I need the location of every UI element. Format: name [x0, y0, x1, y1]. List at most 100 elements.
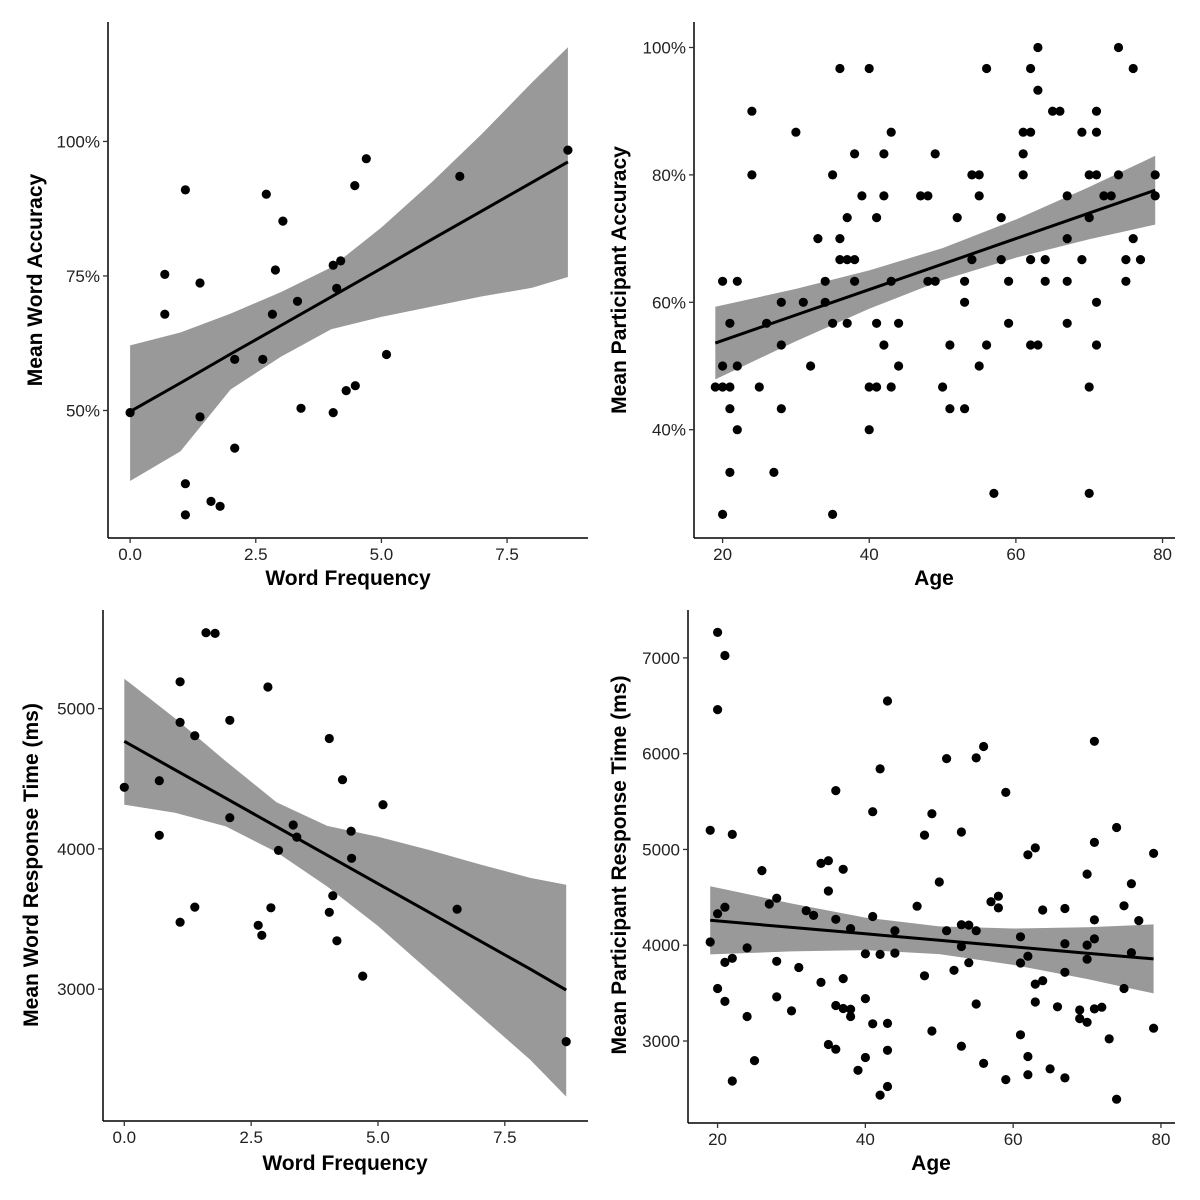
panel4-data-point — [1052, 1002, 1063, 1012]
panel4-data-point — [934, 877, 944, 887]
panel4-data-point — [831, 1000, 841, 1011]
panel1-data-point — [180, 185, 190, 195]
panel2-data-point — [776, 340, 786, 350]
panel4-data-point — [1015, 932, 1026, 942]
panel2-data-point — [857, 191, 867, 201]
panel2-data-point — [967, 255, 977, 265]
panel2-data-point — [1048, 106, 1058, 116]
panel4-data-point — [720, 902, 730, 912]
panel4-data-point — [1082, 869, 1092, 879]
panel3-x-tick-label: 2.5 — [239, 1128, 263, 1147]
panel3-data-point — [201, 628, 211, 638]
panel4-data-point — [846, 1011, 856, 1022]
panel2-data-point — [1033, 42, 1043, 53]
panel4-data-point — [816, 858, 826, 869]
panel2-data-point — [886, 382, 896, 392]
panel4-data-point — [713, 705, 723, 715]
panel3-data-point — [190, 731, 200, 741]
panel4-data-point — [823, 886, 834, 896]
panel4-data-point — [853, 1065, 863, 1075]
panel2-data-point — [1091, 127, 1102, 137]
panel4-data-point — [1126, 879, 1136, 889]
panel2-data-point — [1091, 106, 1102, 116]
panel4-data-point — [964, 920, 974, 930]
panel4-data-point — [1089, 934, 1099, 944]
panel2-data-point — [754, 382, 764, 392]
panel2-data-point — [828, 170, 838, 180]
panel2-data-point — [894, 318, 904, 328]
panel1-y-tick-label: 75% — [66, 267, 100, 286]
panel4-y-tick-label: 5000 — [642, 840, 680, 859]
panel2-data-point — [1121, 255, 1131, 265]
panel1-data-point — [206, 496, 216, 506]
panel1-data-point — [195, 278, 205, 288]
panel2-data-point — [1026, 127, 1036, 137]
panel4-data-point — [1060, 1073, 1070, 1083]
panel2-data-point — [732, 425, 742, 435]
panel2-data-point — [886, 127, 896, 137]
panel2-data-point — [842, 213, 852, 223]
panel2-data-point — [916, 191, 926, 201]
panel2-plot: 20 40 60 80 40% 60% 80% 100% — [643, 22, 1175, 564]
panel4-data-point — [1060, 967, 1070, 977]
panel2-data-point — [879, 191, 889, 201]
panel2-data-point — [996, 255, 1006, 265]
panel3-x-tick-label: 5.0 — [366, 1128, 390, 1147]
panel2-data-point — [850, 255, 860, 265]
panel2-data-point — [960, 276, 970, 286]
panel4-data-point — [956, 1041, 967, 1051]
panel4-data-point — [727, 829, 737, 840]
panel1-data-point — [381, 349, 392, 360]
panel2-x-tick-label: 60 — [1006, 545, 1025, 564]
panel4-data-point — [956, 941, 967, 952]
panel2-data-point — [1113, 42, 1124, 53]
panel1-x-axis-title: Word Frequency — [265, 567, 431, 590]
panel4-data-point — [1038, 976, 1048, 986]
panel2-data-point — [725, 318, 735, 328]
panel4-data-point — [993, 891, 1004, 901]
panel2-data-point — [725, 467, 735, 477]
panel4-data-point — [979, 741, 989, 752]
panel4-data-point — [956, 920, 967, 930]
panel2-data-point — [732, 276, 742, 286]
panel4-data-point — [1089, 736, 1099, 746]
panel4-data-point — [986, 897, 996, 907]
panel4-data-point — [1015, 958, 1026, 968]
panel2-data-point — [1091, 340, 1102, 350]
panel4-data-point — [801, 906, 811, 916]
panel1-data-point — [328, 260, 338, 270]
panel2-data-point — [850, 149, 860, 159]
panel3-x-tick-label: 7.5 — [493, 1128, 517, 1147]
panel3-plot: 0.0 2.5 5.0 7.5 3000 4000 5000 — [57, 610, 588, 1147]
panel3-data-point — [328, 891, 338, 901]
panel4-data-point — [949, 965, 959, 975]
panel3-data-point — [257, 930, 267, 940]
panel4-y-axis-title: Mean Participant Response Time (ms) — [608, 676, 631, 1055]
panel2-y-tick-label: 60% — [652, 293, 686, 312]
panel4-data-point — [1001, 787, 1011, 798]
panel2-data-point — [747, 170, 757, 180]
panel4-data-point — [838, 864, 848, 874]
panel4-data-point — [705, 825, 715, 835]
panel3-data-point — [288, 820, 298, 830]
panel4-data-point — [794, 962, 804, 973]
panel2-data-point — [1062, 191, 1072, 201]
panel4-x-tick-label: 40 — [856, 1130, 875, 1149]
panel1-data-point — [230, 443, 240, 453]
panel2-data-point — [1091, 170, 1102, 180]
panel2-y-axis-title: Mean Participant Accuracy — [608, 146, 631, 414]
panel4-data-point — [890, 926, 900, 936]
panel4-data-point — [882, 1045, 893, 1055]
panel4-data-point — [816, 977, 826, 988]
panel2-data-point — [850, 276, 860, 286]
panel4-data-point — [927, 1026, 937, 1036]
panel3-data-point — [119, 782, 129, 792]
panel4-data-point — [1082, 954, 1092, 964]
panel4-data-point — [942, 926, 952, 936]
panel4-data-point — [1060, 939, 1070, 949]
panel3-data-point — [175, 717, 185, 728]
panel1-x-tick-label: 0.0 — [118, 545, 142, 564]
panel1-data-point — [267, 309, 277, 319]
panel3-data-point — [253, 920, 263, 930]
panel2-x-axis-title: Age — [914, 567, 954, 590]
